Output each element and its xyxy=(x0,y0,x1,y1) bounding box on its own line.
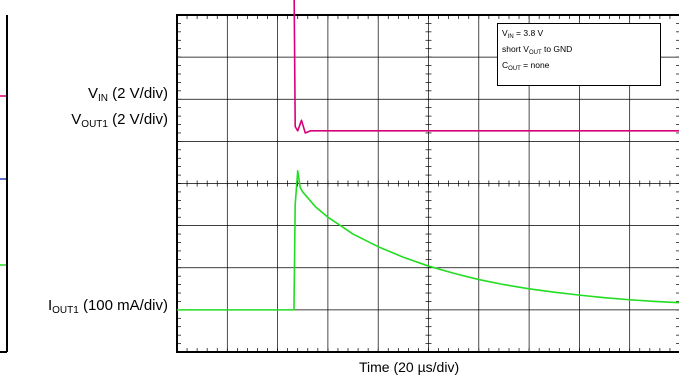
conditions-annotation-box: VIN = 3.8 V short VOUT to GND COUT = non… xyxy=(497,23,661,86)
trace-v-out1 xyxy=(293,0,679,134)
annotation-short-line: short VOUT to GND xyxy=(502,44,573,56)
vout1-channel-label: VOUT1 (2 V/div) xyxy=(71,111,168,130)
plot-frame xyxy=(176,14,679,353)
x-axis-label: Time (20 µs/div) xyxy=(359,359,460,375)
trace-i-out1 xyxy=(177,170,679,311)
annotation-cout-line: COUT = none xyxy=(502,60,550,72)
vin-channel-label: VIN (2 V/div) xyxy=(87,85,168,104)
iout1-channel-label: IOUT1 (100 mA/div) xyxy=(47,297,168,316)
annotation-vin-line: VIN = 3.8 V xyxy=(502,28,544,40)
